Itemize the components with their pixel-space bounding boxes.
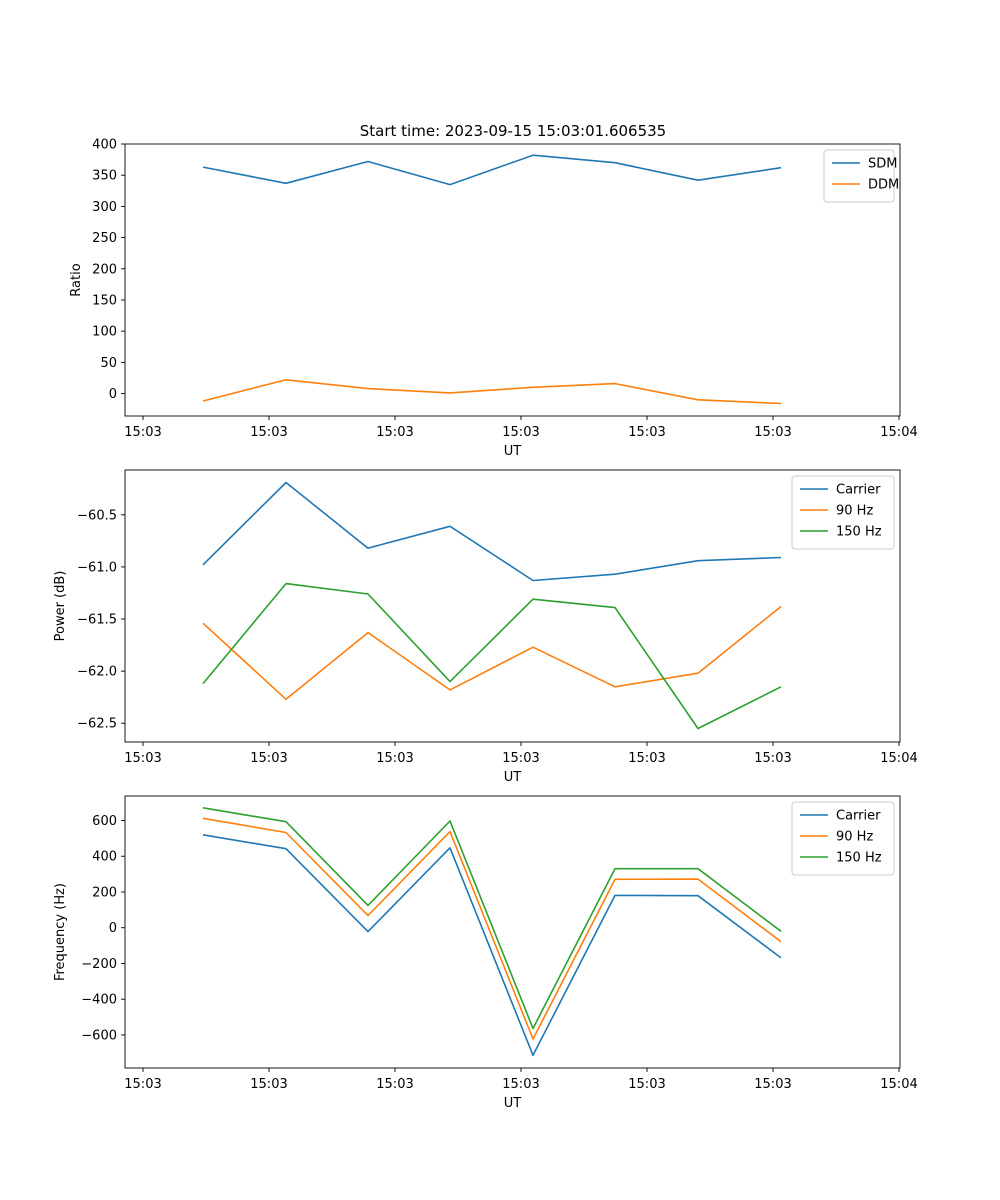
power-series-line-150-hz [202, 582, 782, 730]
frequency-x-tick-label: 15:03 [628, 1077, 665, 1092]
power-x-tick-label: 15:03 [250, 751, 287, 766]
power-y-tick-label: −60.5 [77, 508, 117, 523]
frequency-x-tick-label: 15:04 [880, 1077, 917, 1092]
frequency-x-tick-label: 15:03 [754, 1077, 791, 1092]
ratio-x-tick-label: 15:03 [376, 425, 413, 440]
power-x-tick-label: 15:03 [628, 751, 665, 766]
power-x-tick-label: 15:03 [124, 751, 161, 766]
power-x-tick-label: 15:03 [376, 751, 413, 766]
ratio-y-tick-label: 100 [92, 325, 117, 340]
power-x-axis-label: UT [504, 770, 522, 785]
power-legend-label-150-hz: 150 Hz [836, 525, 882, 540]
frequency-panel: 15:03 15:03 15:03 15:03 15:03 15:03 15:04 −600 −… [53, 795, 918, 1111]
figure-title: Start time: 2023-09-15 15:03:01.606535 [360, 122, 666, 140]
power-y-tick-label: −62.5 [77, 717, 117, 732]
power-legend: Carrier 90 Hz 150 Hz [791, 475, 895, 550]
frequency-series-line-carrier [202, 834, 782, 1057]
ratio-x-axis-label: UT [504, 444, 522, 459]
frequency-series-line-90-hz [202, 817, 782, 1040]
power-y-axis-label: Power (dB) [53, 571, 68, 642]
frequency-x-tick-label: 15:03 [250, 1077, 287, 1092]
ratio-legend-label-ddm: DDM [868, 178, 899, 193]
frequency-y-tick-label: 200 [92, 885, 117, 900]
power-legend-label-90-hz: 90 Hz [836, 504, 873, 519]
frequency-y-tick-label: −600 [81, 1028, 117, 1043]
frequency-y-tick-label: −200 [81, 957, 117, 972]
ratio-y-tick-label: 150 [92, 293, 117, 308]
ratio-axes-frame [124, 143, 901, 417]
ratio-x-tick-label: 15:03 [250, 425, 287, 440]
ratio-y-tick-label: 0 [109, 387, 117, 402]
power-y-tick-label: −61.0 [77, 560, 117, 575]
frequency-axes-frame [124, 795, 901, 1069]
ratio-x-tick-label: 15:03 [502, 425, 539, 440]
frequency-legend-label-carrier: Carrier [836, 809, 881, 824]
power-y-tick-label: −62.0 [77, 665, 117, 680]
power-legend-label-carrier: Carrier [836, 483, 881, 498]
ratio-series-line-ddm [202, 378, 782, 405]
power-y-tick-label: −61.5 [77, 613, 117, 628]
ratio-y-axis-label: Ratio [69, 263, 84, 296]
ratio-legend-label-sdm: SDM [868, 157, 897, 172]
frequency-legend-label-90-hz: 90 Hz [836, 830, 873, 845]
ratio-y-tick-label: 200 [92, 262, 117, 277]
power-x-tick-label: 15:03 [502, 751, 539, 766]
frequency-x-tick-label: 15:03 [502, 1077, 539, 1092]
frequency-y-tick-label: 600 [92, 814, 117, 829]
ratio-y-tick-label: 250 [92, 231, 117, 246]
power-panel: 15:03 15:03 15:03 15:03 15:03 15:03 15:04 −62.5… [53, 469, 918, 785]
frequency-y-tick-label: 0 [109, 921, 117, 936]
frequency-y-tick-label: 400 [92, 850, 117, 865]
ratio-y-tick-label: 400 [92, 138, 117, 153]
power-axes-frame [124, 469, 901, 743]
frequency-y-tick-label: −400 [81, 993, 117, 1008]
power-x-tick-label: 15:04 [880, 751, 917, 766]
power-series-line-carrier [202, 481, 782, 582]
frequency-legend: Carrier 90 Hz 150 Hz [791, 801, 895, 876]
frequency-x-tick-label: 15:03 [124, 1077, 161, 1092]
ratio-legend: SDM DDM [823, 149, 899, 203]
ratio-x-tick-label: 15:03 [754, 425, 791, 440]
frequency-legend-label-150-hz: 150 Hz [836, 851, 882, 866]
frequency-x-axis-label: UT [504, 1096, 522, 1111]
ratio-panel: 15:03 15:03 15:03 15:03 15:03 15:03 15:04 0 50 10… [69, 138, 918, 460]
ratio-series-line-sdm [202, 154, 782, 186]
frequency-x-tick-label: 15:03 [376, 1077, 413, 1092]
power-x-tick-label: 15:03 [754, 751, 791, 766]
ratio-x-tick-label: 15:03 [124, 425, 161, 440]
ratio-x-tick-label: 15:04 [880, 425, 917, 440]
ratio-y-tick-label: 350 [92, 169, 117, 184]
frequency-y-axis-label: Frequency (Hz) [53, 883, 68, 981]
power-series-line-90-hz [202, 605, 782, 701]
ratio-y-tick-label: 50 [100, 356, 117, 371]
ratio-x-tick-label: 15:03 [628, 425, 665, 440]
frequency-series-line-150-hz [202, 807, 782, 1030]
ratio-y-tick-label: 300 [92, 200, 117, 215]
